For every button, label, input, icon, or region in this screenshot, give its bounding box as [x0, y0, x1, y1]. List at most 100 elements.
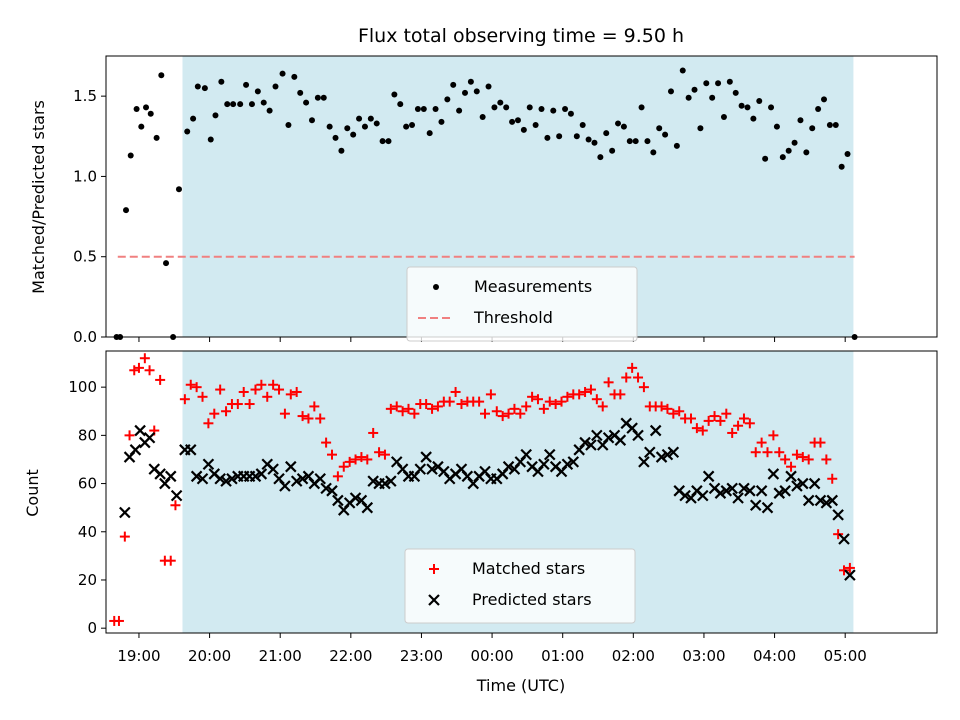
data-point: [679, 489, 691, 502]
data-point: [767, 468, 780, 480]
data-point: [656, 401, 667, 412]
data-point: [250, 384, 261, 395]
data-point: [201, 85, 208, 92]
data-point: [602, 431, 615, 444]
data-point: [134, 424, 146, 437]
data-point: [119, 506, 131, 519]
data-point: [260, 99, 267, 106]
data-point: [738, 102, 745, 109]
data-point: [838, 163, 845, 170]
data-point: [391, 401, 402, 412]
legend-swatch: [429, 564, 439, 574]
data-point: [703, 80, 710, 87]
data-point: [314, 472, 327, 485]
x-axis-label: Time (UTC): [476, 676, 565, 695]
data-point: [556, 396, 567, 407]
data-point: [243, 81, 250, 88]
data-point: [248, 101, 255, 108]
data-point: [274, 384, 285, 395]
data-point: [373, 120, 380, 127]
chart-title: Flux total observing time = 9.50 h: [358, 25, 684, 47]
data-point: [649, 424, 662, 437]
data-point: [732, 89, 739, 96]
data-point: [197, 391, 208, 402]
data-point: [597, 401, 608, 412]
data-point: [427, 403, 438, 414]
data-point: [550, 399, 561, 410]
data-point: [839, 565, 850, 576]
data-point: [644, 446, 656, 459]
data-point: [497, 411, 508, 422]
data-point: [432, 401, 443, 412]
data-point: [526, 104, 533, 111]
y-axis-label-top: Matched/Predicted stars: [29, 100, 48, 294]
data-point: [544, 396, 555, 407]
data-point: [720, 114, 727, 121]
data-point: [215, 384, 226, 395]
data-point: [414, 105, 421, 112]
data-point: [574, 389, 585, 400]
data-point: [185, 379, 196, 390]
legend-label: Predicted stars: [472, 590, 592, 609]
data-point: [621, 372, 632, 383]
data-point: [420, 451, 432, 463]
data-point: [403, 403, 414, 414]
data-point: [356, 115, 363, 122]
data-point: [797, 117, 804, 124]
data-point: [226, 472, 238, 485]
data-point: [732, 492, 744, 504]
data-point: [485, 83, 492, 90]
data-point: [266, 107, 273, 114]
data-point: [129, 365, 140, 376]
data-point: [361, 501, 374, 514]
legend-label: Measurements: [474, 277, 592, 296]
data-point: [785, 147, 792, 154]
data-point: [538, 105, 545, 112]
data-point: [326, 449, 337, 460]
data-point: [662, 131, 669, 138]
data-point: [721, 408, 732, 419]
x-tick-label: 04:00: [753, 647, 796, 665]
data-point: [791, 139, 798, 146]
data-point: [791, 449, 802, 460]
x-tick-label: 19:00: [117, 647, 160, 665]
data-point: [709, 411, 720, 422]
x-tick-label: 02:00: [612, 647, 655, 665]
data-point: [832, 122, 839, 129]
data-point: [561, 458, 574, 471]
data-point: [349, 492, 362, 504]
data-point: [249, 470, 262, 483]
data-point: [385, 403, 396, 414]
data-point: [667, 88, 674, 95]
data-point: [509, 118, 516, 125]
data-point: [426, 130, 433, 137]
data-point: [214, 472, 226, 485]
data-point: [344, 456, 355, 467]
count-panel: 0 20 40 60 80 100 19:00 20:00 21:00 22:00 23:00 00:…: [68, 350, 938, 665]
data-point: [703, 415, 714, 426]
data-point: [379, 477, 391, 490]
x-tick-label: 22:00: [329, 647, 372, 665]
data-point: [691, 86, 698, 93]
data-point: [473, 88, 480, 95]
data-point: [773, 123, 780, 130]
data-point: [196, 472, 209, 485]
data-point: [826, 122, 833, 129]
data-point: [224, 101, 231, 108]
legend-swatch: [433, 284, 439, 290]
data-point: [308, 117, 315, 124]
data-point: [374, 447, 385, 458]
y-axis-label-bottom: Count: [23, 469, 42, 517]
data-point: [733, 420, 744, 431]
data-point: [194, 83, 201, 90]
data-point: [438, 118, 445, 125]
y-tick-label: 0.0: [73, 328, 97, 346]
data-point: [797, 452, 808, 463]
data-point: [385, 138, 392, 145]
y-tick-label: 40: [78, 523, 97, 541]
data-point: [165, 555, 176, 566]
data-point: [755, 485, 768, 497]
data-point: [350, 131, 357, 138]
data-point: [326, 123, 333, 130]
data-point: [119, 531, 130, 542]
